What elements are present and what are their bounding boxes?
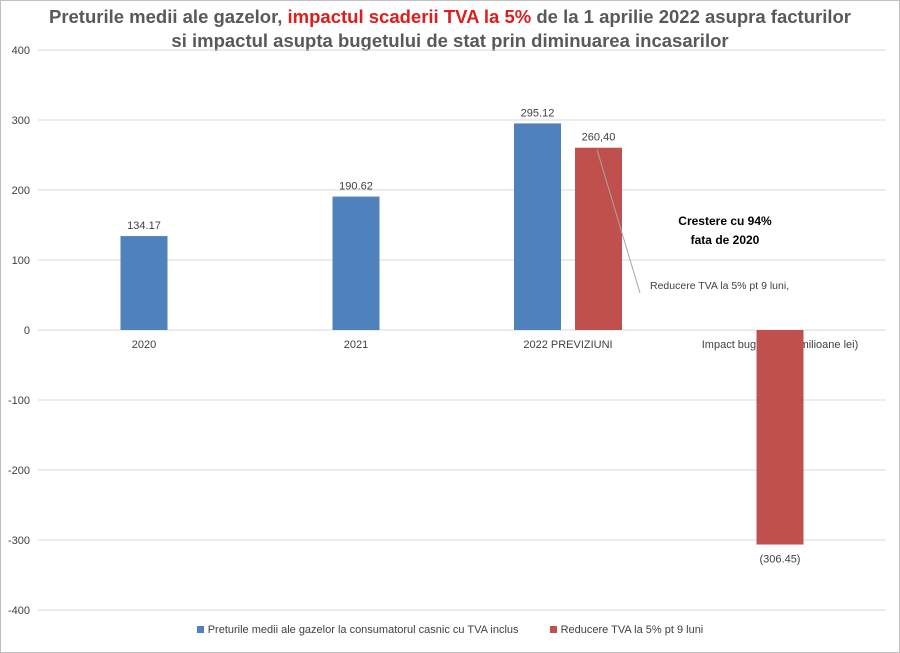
callout-leader-line xyxy=(596,149,641,294)
legend-swatch-red xyxy=(549,626,557,633)
x-tick-label: 2022 PREVIZIUNI xyxy=(523,339,612,351)
legend: Preturile medii ale gazelor la consumato… xyxy=(0,624,900,636)
bar-blue xyxy=(332,196,380,330)
annotation-growth-line-2: fata de 2020 xyxy=(691,233,760,247)
data-label: 134.17 xyxy=(127,220,161,232)
legend-item-series-2: Reducere TVA la 5% pt 9 luni xyxy=(549,624,704,636)
y-tick-label: 0 xyxy=(24,325,30,337)
chart-title: Preturile medii ale gazelor, impactul sc… xyxy=(40,5,860,53)
bar-blue xyxy=(514,123,561,330)
data-label: 295.12 xyxy=(521,107,555,119)
y-tick-label: 400 xyxy=(12,45,30,57)
y-tick-label: 300 xyxy=(12,115,30,127)
x-tick-label: 2020 xyxy=(132,339,156,351)
y-tick-label: -100 xyxy=(8,395,30,407)
legend-item-series-1: Preturile medii ale gazelor la consumato… xyxy=(196,624,519,636)
y-tick-label: -300 xyxy=(8,535,30,547)
bar-red xyxy=(575,147,622,330)
y-tick-label: -200 xyxy=(8,465,30,477)
legend-swatch-blue xyxy=(196,626,204,633)
title-part-3: de la 1 aprilie 2022 asupra facturilor s… xyxy=(171,6,851,51)
x-tick-label: 2021 xyxy=(344,339,368,351)
bar-blue xyxy=(120,236,168,330)
legend-label-series-1: Preturile medii ale gazelor la consumato… xyxy=(207,624,519,636)
data-label: (306.45) xyxy=(760,554,801,566)
annotation-callout: Reducere TVA la 5% pt 9 luni, xyxy=(650,280,789,292)
y-tick-label: 100 xyxy=(12,255,30,267)
bar-red xyxy=(756,330,804,545)
data-label: 260,40 xyxy=(582,132,616,144)
title-part-1: Preturile medii ale gazelor, xyxy=(48,6,288,27)
y-tick-label: 200 xyxy=(12,185,30,197)
title-highlight: impactul scaderii TVA la 5% xyxy=(287,6,532,27)
annotation-growth-line-1: Crestere cu 94% xyxy=(678,214,772,228)
data-label: 190.62 xyxy=(339,181,373,193)
y-tick-label: -400 xyxy=(8,605,30,617)
legend-label-series-2: Reducere TVA la 5% pt 9 luni xyxy=(560,624,704,636)
